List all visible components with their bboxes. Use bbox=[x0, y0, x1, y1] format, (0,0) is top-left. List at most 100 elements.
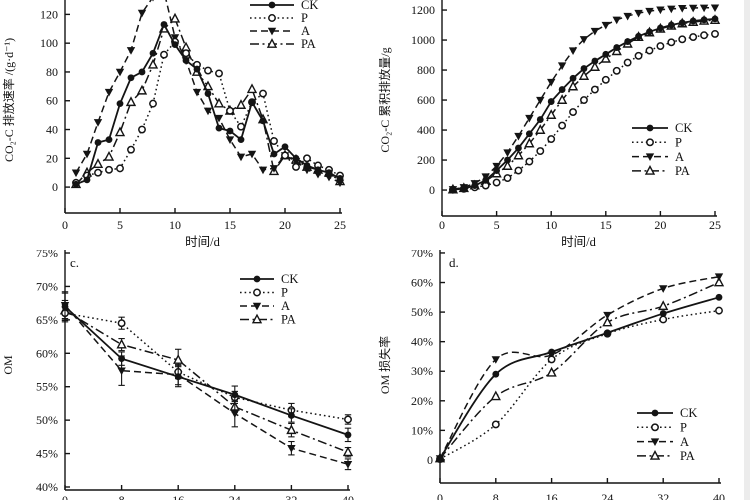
x-tick-label: 0 bbox=[437, 491, 443, 500]
x-tick-label: 40 bbox=[713, 491, 725, 500]
x-tick-label: 25 bbox=[334, 218, 346, 232]
scan-edge-artifact bbox=[744, 0, 750, 500]
legend-label-P: P bbox=[680, 421, 687, 435]
y-tick-label: 55% bbox=[36, 380, 58, 394]
y-tick-label: 200 bbox=[417, 153, 435, 167]
x-tick-label: 24 bbox=[229, 493, 241, 500]
panel-label: c. bbox=[70, 255, 79, 270]
series-CK bbox=[61, 292, 352, 443]
x-tick-label: 0 bbox=[62, 218, 68, 232]
y-tick-label: 70% bbox=[36, 279, 58, 293]
x-tick-label: 16 bbox=[546, 491, 558, 500]
axes bbox=[441, 0, 717, 217]
x-tick-label: 0 bbox=[439, 218, 445, 232]
x-tick-label: 8 bbox=[119, 493, 125, 500]
x-tick-label: 16 bbox=[172, 493, 184, 500]
legend-label-PA: PA bbox=[675, 164, 690, 178]
y-tick-label: 30% bbox=[411, 364, 433, 378]
panel-b-plot: 0 5 10 15 20 25 0 200 400 600 800 1000 1200 时间/d CO₂-C… bbox=[377, 0, 721, 249]
chart-d-om-loss-rate: 0 8 16 24 32 40 0 10% 20% 30% 40% 50% 60% 70% OM 损失率 d.… bbox=[375, 250, 750, 500]
legend-label-A: A bbox=[301, 24, 310, 38]
y-tick-label: 45% bbox=[36, 447, 58, 461]
series-CK bbox=[436, 293, 723, 462]
y-tick-label: 400 bbox=[417, 123, 435, 137]
y-axis-title: CO₂-C 排放速率 /(g·d⁻¹) bbox=[1, 38, 16, 162]
chart-c-om-content: 0 8 16 24 32 40 40% 45% 50% 55% 60% 65% 70% 75% OM c. CK… bbox=[0, 250, 375, 500]
x-tick-label: 20 bbox=[279, 218, 291, 232]
y-tick-label: 50% bbox=[36, 413, 58, 427]
series-PA bbox=[59, 299, 354, 458]
y-axis-title: OM 损失率 bbox=[377, 336, 392, 394]
y-tick-label: 800 bbox=[417, 63, 435, 77]
y-tick-label: 80 bbox=[46, 65, 58, 79]
y-tick-label: 60 bbox=[46, 94, 58, 108]
y-tick-label: 65% bbox=[36, 313, 58, 327]
y-tick-label: 20 bbox=[46, 151, 58, 165]
x-axis-title: 时间/d bbox=[561, 235, 596, 249]
legend-label-CK: CK bbox=[301, 0, 318, 12]
legend-label-A: A bbox=[281, 299, 290, 313]
y-tick-label: 0 bbox=[427, 453, 433, 467]
y-tick-label: 100 bbox=[40, 36, 58, 50]
axes bbox=[439, 250, 721, 484]
x-tick-label: 15 bbox=[224, 218, 236, 232]
y-tick-label: 40 bbox=[46, 123, 58, 137]
y-tick-label: 0 bbox=[429, 183, 435, 197]
x-tick-label: 5 bbox=[494, 218, 500, 232]
x-tick-label: 40 bbox=[342, 493, 354, 500]
panel-a-plot: 0 5 10 15 20 25 0 20 40 60 80 100 120 时间/d CO₂-C 排放速率 … bbox=[1, 0, 346, 249]
y-tick-label: 120 bbox=[40, 7, 58, 21]
legend-label-CK: CK bbox=[680, 406, 697, 420]
x-tick-label: 25 bbox=[709, 218, 721, 232]
chart-a-co2-emission-rate: 0 5 10 15 20 25 0 20 40 60 80 100 120 时间/d CO₂-C 排放速率 … bbox=[0, 0, 375, 250]
legend-label-A: A bbox=[675, 150, 684, 164]
y-tick-label: 600 bbox=[417, 93, 435, 107]
panel-c-plot: 0 8 16 24 32 40 40% 45% 50% 55% 60% 65% 70% 75% OM c. CK… bbox=[1, 250, 354, 500]
legend-label-P: P bbox=[281, 286, 288, 300]
y-tick-label: 60% bbox=[411, 276, 433, 290]
series-P bbox=[61, 303, 352, 425]
y-tick-label: 60% bbox=[36, 346, 58, 360]
panel-label: d. bbox=[449, 255, 459, 270]
legend-label-PA: PA bbox=[281, 313, 296, 327]
x-tick-label: 24 bbox=[601, 491, 613, 500]
x-tick-label: 32 bbox=[657, 491, 669, 500]
legend-label-P: P bbox=[675, 136, 682, 150]
x-tick-label: 8 bbox=[493, 491, 499, 500]
series-CK bbox=[449, 15, 719, 194]
y-tick-label: 20% bbox=[411, 394, 433, 408]
y-tick-label: 70% bbox=[411, 250, 433, 260]
legend-label-P: P bbox=[301, 11, 308, 25]
axes bbox=[64, 0, 342, 214]
y-tick-label: 1000 bbox=[411, 33, 435, 47]
x-tick-label: 10 bbox=[169, 218, 181, 232]
series-A bbox=[60, 291, 353, 471]
x-tick-label: 10 bbox=[545, 218, 557, 232]
y-tick-label: 75% bbox=[36, 250, 58, 260]
x-tick-label: 5 bbox=[117, 218, 123, 232]
y-tick-label: 10% bbox=[411, 423, 433, 437]
legend-label-CK: CK bbox=[675, 121, 692, 135]
legend-label-PA: PA bbox=[301, 37, 316, 51]
y-tick-label: 0 bbox=[52, 180, 58, 194]
panel-d-plot: 0 8 16 24 32 40 0 10% 20% 30% 40% 50% 60% 70% OM 损失率 d.… bbox=[377, 250, 725, 500]
legend-label-A: A bbox=[680, 435, 689, 449]
y-axis-title: OM bbox=[1, 355, 15, 375]
legend-label-PA: PA bbox=[680, 449, 695, 463]
x-tick-label: 15 bbox=[600, 218, 612, 232]
x-tick-label: 0 bbox=[62, 493, 68, 500]
chart-b-co2-cumulative-emission: 0 5 10 15 20 25 0 200 400 600 800 1000 1200 时间/d CO₂-C… bbox=[375, 0, 750, 250]
x-tick-label: 32 bbox=[285, 493, 297, 500]
axes bbox=[64, 250, 350, 491]
legend-label-CK: CK bbox=[281, 272, 298, 286]
y-tick-label: 40% bbox=[411, 335, 433, 349]
x-tick-label: 20 bbox=[654, 218, 666, 232]
y-tick-label: 40% bbox=[36, 480, 58, 494]
x-axis-title: 时间/d bbox=[185, 235, 220, 249]
y-tick-label: 1200 bbox=[411, 3, 435, 17]
y-tick-label: 50% bbox=[411, 305, 433, 319]
